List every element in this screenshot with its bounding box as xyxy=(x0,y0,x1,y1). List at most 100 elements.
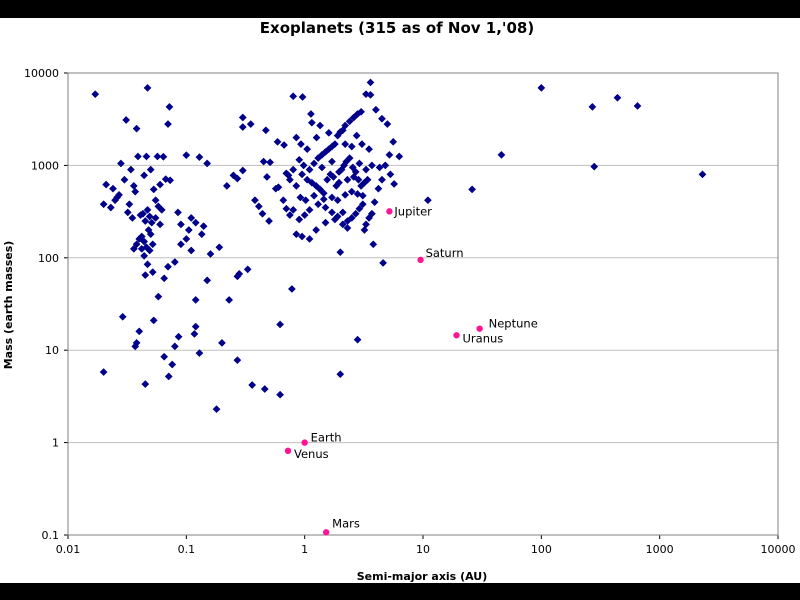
exoplanet-point xyxy=(131,187,140,196)
exoplanet-point xyxy=(276,390,285,399)
planet-label-uranus: Uranus xyxy=(463,331,504,345)
exoplanet-point xyxy=(190,329,199,338)
exoplanet-point xyxy=(336,248,345,257)
exoplanet-point xyxy=(157,205,166,214)
exoplanet-point xyxy=(197,230,206,239)
exoplanet-point xyxy=(307,118,316,127)
exoplanet-point xyxy=(338,208,347,217)
exoplanet-point xyxy=(145,212,154,221)
planet-label-jupiter: Jupiter xyxy=(393,204,432,218)
exoplanet-point xyxy=(160,274,169,283)
exoplanet-point xyxy=(195,349,204,358)
exoplanet-point xyxy=(106,203,115,212)
exoplanet-point xyxy=(314,200,323,209)
exoplanet-point xyxy=(300,211,309,220)
exoplanet-point xyxy=(233,174,242,183)
exoplanet-point xyxy=(292,133,301,142)
exoplanet-point xyxy=(310,159,318,168)
exoplanet-point xyxy=(168,360,177,369)
exoplanet-point xyxy=(357,107,366,116)
exoplanet-point xyxy=(333,196,342,205)
planet-label-saturn: Saturn xyxy=(426,246,464,260)
exoplanet-point xyxy=(343,175,352,184)
exoplanet-point xyxy=(274,183,283,192)
exoplanet-point xyxy=(298,93,307,101)
planet-point-earth xyxy=(301,439,308,446)
x-tick-label: 10000 xyxy=(761,543,796,556)
exoplanet-point xyxy=(164,372,173,381)
exoplanet-point xyxy=(374,184,383,193)
exoplanet-point xyxy=(238,166,247,175)
exoplanet-point xyxy=(289,205,298,214)
exoplanet-point xyxy=(141,380,150,389)
exoplanet-point xyxy=(129,244,138,253)
exoplanet-point xyxy=(347,187,356,196)
exoplanet-point xyxy=(243,265,252,274)
exoplanet-point xyxy=(285,211,294,220)
exoplanet-point xyxy=(238,113,247,122)
exoplanet-point xyxy=(99,368,108,377)
x-axis-title: Semi-major axis (AU) xyxy=(357,570,487,583)
exoplanet-point xyxy=(316,121,325,130)
exoplanet-point xyxy=(212,405,221,414)
exoplanet-point xyxy=(590,162,599,171)
exoplanet-point xyxy=(370,198,379,207)
exoplanet-point xyxy=(468,185,477,194)
exoplanet-point xyxy=(338,220,347,229)
exoplanet-point xyxy=(366,78,375,87)
exoplanet-point xyxy=(159,152,168,161)
exoplanet-point xyxy=(170,342,179,351)
exoplanet-point xyxy=(140,251,149,260)
exoplanet-point xyxy=(187,213,196,222)
y-tick-label: 10 xyxy=(45,344,59,357)
exoplanet-point xyxy=(254,202,263,211)
exoplanet-point xyxy=(633,101,642,110)
exoplanet-point xyxy=(143,83,152,92)
exoplanet-point xyxy=(261,126,270,135)
exoplanet-point xyxy=(303,145,312,154)
exoplanet-point xyxy=(164,262,172,271)
exoplanet-point xyxy=(195,153,204,162)
exoplanet-point xyxy=(390,179,399,188)
exoplanet-point xyxy=(91,90,100,99)
exoplanet-point xyxy=(323,175,332,184)
exoplanet-point xyxy=(588,102,597,111)
exoplanet-point xyxy=(301,196,310,205)
exoplanet-point xyxy=(343,224,352,232)
exoplanet-point xyxy=(358,140,366,149)
planet-point-mars xyxy=(322,529,330,536)
exoplanet-point xyxy=(120,175,129,184)
x-tick-label: 1 xyxy=(301,543,308,556)
exoplanet-point xyxy=(170,258,179,266)
exoplanet-point xyxy=(118,312,127,321)
exoplanet-point xyxy=(233,356,242,365)
exoplanet-point xyxy=(176,240,185,249)
exoplanet-point xyxy=(147,218,156,227)
exoplanet-point xyxy=(497,150,506,159)
planet-point-saturn xyxy=(417,256,424,264)
exoplanet-point xyxy=(99,200,108,209)
y-tick-label: 10000 xyxy=(24,67,59,80)
exoplanet-point xyxy=(203,159,212,168)
exoplanet-point xyxy=(187,246,196,255)
exoplanet-point xyxy=(123,208,132,217)
exoplanet-point xyxy=(140,171,149,180)
exoplanet-point xyxy=(143,260,152,269)
exoplanet-point xyxy=(148,240,157,249)
exoplanet-point xyxy=(347,142,356,151)
exoplanet-point xyxy=(351,209,360,218)
exoplanet-point xyxy=(362,90,370,99)
exoplanet-point xyxy=(355,204,364,213)
exoplanet-point xyxy=(360,226,369,234)
planet-label-earth: Earth xyxy=(311,431,342,445)
exoplanet-point xyxy=(250,196,259,205)
x-tick-label: 100 xyxy=(531,543,552,556)
exoplanet-point xyxy=(102,180,111,189)
exoplanet-point xyxy=(215,243,224,252)
exoplanet-point xyxy=(156,220,165,229)
exoplanet-point xyxy=(318,163,326,172)
exoplanet-point xyxy=(327,157,336,166)
exoplanet-point xyxy=(423,196,432,205)
exoplanet-point xyxy=(191,218,200,227)
